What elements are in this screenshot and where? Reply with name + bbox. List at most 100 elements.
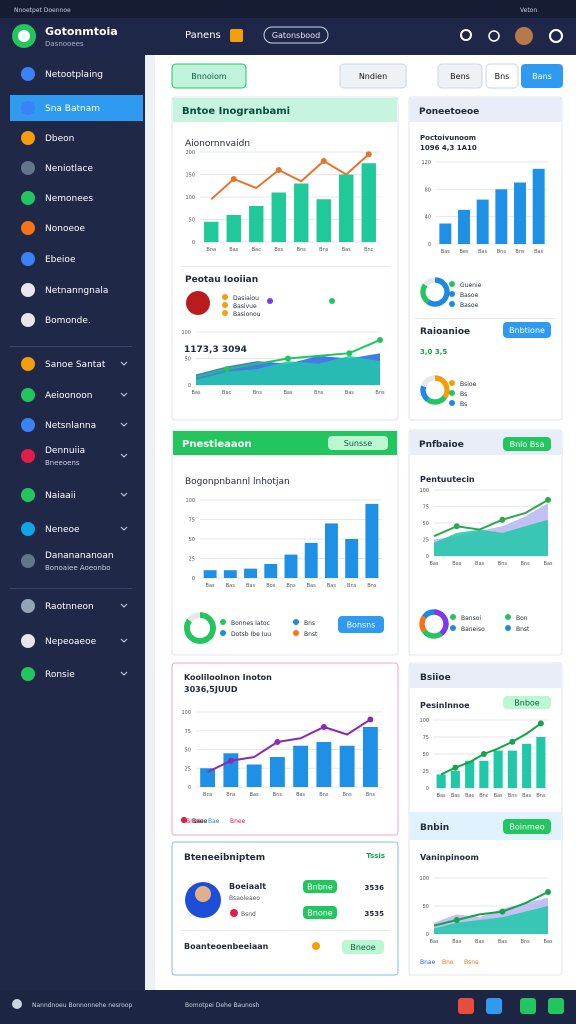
- button[interactable]: [521, 64, 563, 88]
- metric: 3036,5JUUD: [184, 685, 238, 694]
- search-box[interactable]: [263, 26, 329, 44]
- y-tick-label: 0: [426, 932, 429, 938]
- button-label[interactable]: Nndien: [359, 72, 387, 81]
- x-tick-label: Bns: [508, 793, 518, 799]
- label: Nnoetpet Doennoe: [14, 7, 71, 14]
- nav-item[interactable]: Dbeon: [45, 134, 74, 144]
- button[interactable]: [503, 322, 551, 338]
- button-label[interactable]: Bnone: [307, 909, 333, 918]
- x-tick-label: Bns: [497, 249, 507, 255]
- button-label[interactable]: Boinmeo: [509, 823, 544, 832]
- label: Bsnd: [241, 911, 256, 918]
- nav-item[interactable]: Netsnlanna: [45, 421, 96, 431]
- button-label[interactable]: Bnnoiom: [191, 72, 227, 81]
- nav-item[interactable]: Ronsie: [45, 670, 75, 680]
- y-tick-label: 100: [181, 710, 191, 716]
- button-label[interactable]: Bonsns: [347, 621, 376, 630]
- status-dot: [312, 942, 320, 950]
- bar: [204, 221, 219, 242]
- footer-button[interactable]: [486, 998, 502, 1014]
- nav-item[interactable]: Netootplaing: [45, 70, 103, 80]
- label: Bonoaiee Aoeonbo: [45, 564, 111, 572]
- legend-dot: [449, 400, 455, 406]
- button[interactable]: [342, 940, 384, 954]
- x-tick-label: Bns: [226, 792, 236, 798]
- line-point: [499, 908, 506, 915]
- legend-dot: [222, 294, 228, 300]
- nav-item[interactable]: Nemonees: [45, 194, 93, 204]
- footer-button[interactable]: [520, 998, 536, 1014]
- nav-item[interactable]: Bomonde.: [45, 316, 91, 326]
- nav-item[interactable]: Raotnneon: [45, 602, 94, 612]
- nav-item[interactable]: Dennuiia: [45, 446, 85, 456]
- label: Tssis: [366, 852, 385, 860]
- button-label[interactable]: Bnboe: [514, 699, 540, 708]
- x-tick-label: Bns: [273, 792, 283, 798]
- nav-item[interactable]: Sanoe Santat: [45, 360, 106, 370]
- button[interactable]: [338, 616, 384, 633]
- x-tick-label: Bnc: [364, 247, 374, 253]
- button-label[interactable]: Bnbne: [307, 883, 333, 892]
- bar: [522, 743, 532, 788]
- button-label[interactable]: Bnbtione: [509, 326, 545, 335]
- nav-divider: [10, 588, 132, 589]
- button[interactable]: [339, 63, 407, 89]
- area: [434, 906, 548, 934]
- y-tick-label: 50: [423, 521, 429, 527]
- button[interactable]: [303, 880, 337, 893]
- button-label[interactable]: Bnlo Bsa: [510, 440, 545, 449]
- button[interactable]: [485, 63, 519, 89]
- legend-label: Bsne: [464, 959, 479, 966]
- button-label[interactable]: Bens: [450, 72, 470, 81]
- bar: [458, 209, 470, 244]
- tab-icon: [230, 29, 243, 42]
- button[interactable]: [171, 63, 247, 89]
- nav-item[interactable]: Aeioonoon: [45, 391, 92, 401]
- footer-button[interactable]: [458, 998, 474, 1014]
- y-tick-label: 50: [185, 357, 191, 363]
- button-label[interactable]: Bans: [532, 72, 552, 81]
- button[interactable]: [328, 436, 388, 450]
- x-tick-label: Bas: [345, 390, 354, 396]
- x-tick-label: Bas: [307, 583, 316, 589]
- y-tick-label: 200: [185, 150, 195, 156]
- button[interactable]: [503, 696, 551, 709]
- button[interactable]: [503, 437, 551, 451]
- nav-item[interactable]: Neneoe: [45, 525, 80, 535]
- legend-label: Basoe: [460, 292, 479, 299]
- button[interactable]: [437, 63, 483, 89]
- button[interactable]: [303, 906, 337, 919]
- x-tick-label: Bas: [229, 247, 238, 253]
- nav-item[interactable]: Nepeoaeoe: [45, 637, 97, 647]
- bar: [507, 750, 517, 788]
- button-label[interactable]: Bns: [495, 72, 510, 81]
- nav-item[interactable]: Naiaaii: [45, 491, 76, 501]
- label: Panens: [185, 30, 221, 41]
- nav-item[interactable]: Ebeioe: [45, 255, 76, 265]
- nav-item[interactable]: Netnanngnala: [45, 286, 108, 296]
- x-tick-label: Bns: [498, 561, 508, 567]
- legend-label: Baneiso: [461, 626, 485, 633]
- nav-icon: [21, 667, 35, 681]
- nav-item[interactable]: Dananananoan: [45, 551, 114, 561]
- nav-item[interactable]: Nonoeoe: [45, 224, 85, 234]
- y-tick-label: 50: [189, 218, 195, 224]
- button-label[interactable]: Bneoe: [350, 943, 375, 952]
- person-avatar: [186, 291, 210, 315]
- x-tick-label: Bns: [297, 247, 307, 253]
- nav-divider: [10, 346, 132, 347]
- x-tick-label: Bas: [475, 561, 484, 567]
- x-tick-label: Bns: [521, 561, 531, 567]
- button[interactable]: [503, 819, 551, 834]
- x-tick-label: Bac: [222, 390, 231, 396]
- bar: [361, 163, 376, 242]
- button-label[interactable]: Sunsse: [344, 439, 373, 448]
- nav-item[interactable]: Neniotlace: [45, 164, 93, 174]
- footer-button[interactable]: [548, 998, 564, 1014]
- bar: [244, 568, 258, 578]
- label[interactable]: Gatonsbood: [272, 31, 320, 40]
- pie-segment: [426, 395, 447, 405]
- bar: [304, 542, 318, 578]
- nav-icon: [21, 313, 35, 327]
- nav-item[interactable]: Sna Batnam: [45, 104, 100, 114]
